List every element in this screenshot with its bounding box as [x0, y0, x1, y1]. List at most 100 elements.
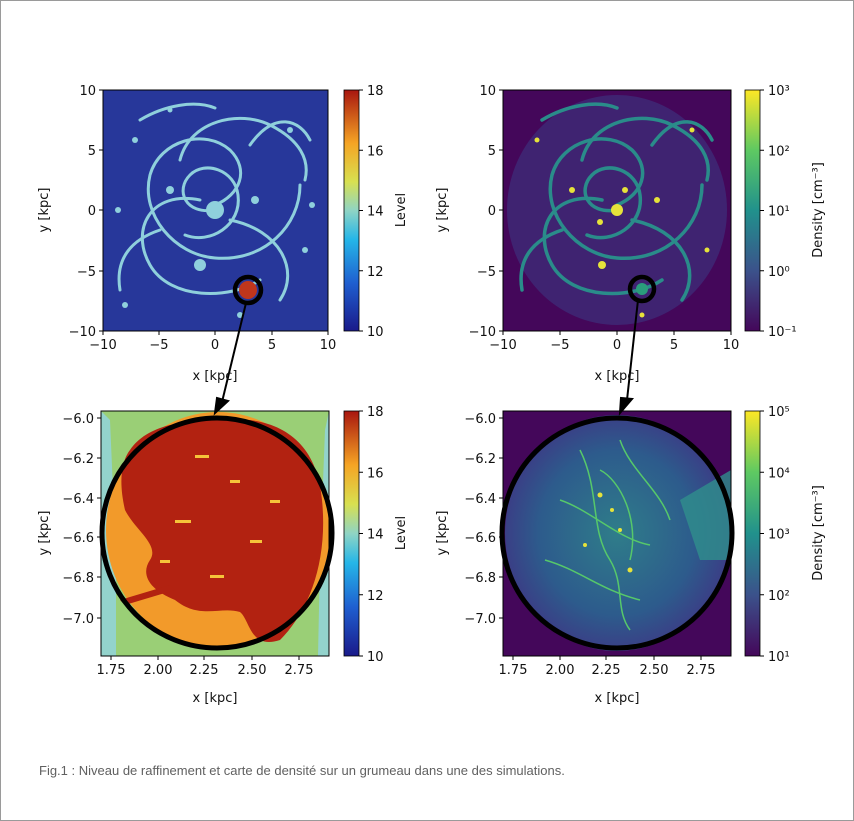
- panel-level-zoom: [99, 410, 335, 657]
- x-tick-label: −10: [89, 338, 116, 353]
- axes-frame-bottom-right: [502, 410, 732, 657]
- colorbar-tick-label: 10: [367, 650, 384, 665]
- cbar-label-top-left: Level: [394, 193, 409, 227]
- y-tick-label: −5: [77, 265, 96, 280]
- y-tick-label: 0: [88, 204, 96, 219]
- y-tick-label: −10: [69, 325, 96, 340]
- colorbar-tick-label: 10⁴: [768, 466, 790, 481]
- colorbar-density-bottom: [744, 410, 761, 657]
- arrowhead-right: [618, 396, 635, 416]
- cbar-label-top-right: Density [cm⁻³]: [811, 162, 826, 258]
- colorbar-tick-label: 10³: [768, 84, 790, 99]
- density-clump-highlight: [636, 283, 648, 295]
- panel-density-galaxy: [502, 89, 732, 332]
- y-tick-label: 0: [488, 204, 496, 219]
- arrow-left: [221, 302, 247, 403]
- x-tick-label: 2.25: [190, 663, 219, 678]
- colorbar-tick-label: 12: [367, 265, 384, 280]
- tick-layer: −10 −5 0 5 10 10 5 0 −5 −10 18 16 14 12 10 −10 −5 0 5 10 10 5…: [62, 84, 796, 678]
- level-clump-highlight: [239, 281, 257, 299]
- x-tick-label: −10: [489, 338, 516, 353]
- colorbar-tick-label: 12: [367, 589, 384, 604]
- ylabel-bottom-right: y [kpc]: [435, 511, 450, 556]
- density-spiral-arms: [519, 102, 714, 302]
- panel-level-galaxy: [102, 89, 329, 332]
- colorbar-tick-label: 10³: [768, 528, 790, 543]
- level-spiral-arms: [117, 102, 312, 302]
- colorbar-tick-label: 14: [367, 528, 384, 543]
- y-tick-label: 5: [488, 144, 496, 159]
- x-tick-label: 2.75: [285, 663, 314, 678]
- colorbar-tick-label: 10¹: [768, 205, 790, 220]
- x-tick-label: 5: [670, 338, 678, 353]
- colorbar-tick-label: 18: [367, 84, 384, 99]
- colorbar-tick-label: 14: [367, 205, 384, 220]
- colorbar-tick-label: 10¹: [768, 650, 790, 665]
- y-tick-label: −7.0: [464, 612, 496, 627]
- y-tick-label: −6.6: [62, 531, 94, 546]
- zoom-circle-bottom-right: [499, 415, 735, 651]
- density-clumps: [534, 127, 710, 318]
- y-tick-label: −6.6: [464, 531, 496, 546]
- y-tick-label: −7.0: [62, 612, 94, 627]
- colorbar-level-top: [343, 89, 360, 332]
- colorbar-tick-label: 10⁻¹: [768, 325, 797, 340]
- density-zoom-clumps: [583, 492, 633, 573]
- x-tick-label: 2.00: [144, 663, 173, 678]
- colorbar-tick-label: 10²: [768, 589, 790, 604]
- x-tick-label: 2.50: [640, 663, 669, 678]
- x-tick-label: 1.75: [97, 663, 126, 678]
- figure-caption: Fig.1 : Niveau de raffinement et carte d…: [39, 763, 565, 778]
- x-tick-label: −5: [550, 338, 569, 353]
- y-tick-label: −6.4: [464, 492, 496, 507]
- x-tick-label: −5: [149, 338, 168, 353]
- panel-density-zoom: [499, 410, 735, 657]
- density-zoom-disc: [505, 415, 729, 651]
- y-tick-label: −6.4: [62, 492, 94, 507]
- x-tick-label: 10: [723, 338, 740, 353]
- xlabel-top-right: x [kpc]: [595, 369, 640, 384]
- zoom-circle-top-left: [232, 274, 264, 306]
- colorbar-tick-label: 10⁵: [768, 405, 790, 420]
- x-tick-label: 1.75: [499, 663, 528, 678]
- level-clumps: [115, 107, 315, 318]
- y-tick-label: 10: [479, 84, 496, 99]
- colorbar-level-bottom: [343, 410, 360, 657]
- colorbar-density-top: [744, 89, 761, 332]
- y-tick-label: −10: [469, 325, 496, 340]
- x-tick-label: 2.00: [546, 663, 575, 678]
- x-tick-label: 5: [268, 338, 276, 353]
- colorbar-tick-label: 10⁰: [768, 265, 790, 280]
- colorbar-tick-label: 16: [367, 466, 384, 481]
- arrowhead-left: [213, 396, 231, 416]
- y-tick-label: 5: [88, 144, 96, 159]
- xlabel-bottom-left: x [kpc]: [193, 691, 238, 706]
- y-tick-label: −6.8: [62, 571, 94, 586]
- ylabel-top-left: y [kpc]: [37, 188, 52, 233]
- x-tick-label: 0: [211, 338, 219, 353]
- level-zoom-core: [121, 419, 324, 643]
- colorbar-tick-label: 16: [367, 144, 384, 159]
- x-tick-label: 2.50: [238, 663, 267, 678]
- zoom-arrows: [213, 299, 639, 416]
- y-tick-label: −6.8: [464, 571, 496, 586]
- cbar-label-bottom-right: Density [cm⁻³]: [811, 485, 826, 581]
- colorbar-tick-label: 10: [367, 325, 384, 340]
- y-tick-label: −6.2: [62, 452, 94, 467]
- cbar-label-bottom-left: Level: [394, 516, 409, 550]
- ylabel-top-right: y [kpc]: [435, 188, 450, 233]
- colorbar-tick-label: 18: [367, 405, 384, 420]
- density-zoom-filaments: [544, 439, 671, 631]
- zoom-circle-bottom-left: [99, 415, 335, 651]
- y-tick-label: 10: [79, 84, 96, 99]
- x-tick-label: 10: [320, 338, 337, 353]
- x-tick-label: 0: [613, 338, 621, 353]
- y-tick-label: −6.0: [62, 412, 94, 427]
- x-tick-label: 2.25: [592, 663, 621, 678]
- y-tick-label: −6.2: [464, 452, 496, 467]
- ylabel-bottom-left: y [kpc]: [37, 511, 52, 556]
- xlabel-top-left: x [kpc]: [193, 369, 238, 384]
- y-tick-label: −6.0: [464, 412, 496, 427]
- zoom-circle-top-right: [627, 274, 657, 304]
